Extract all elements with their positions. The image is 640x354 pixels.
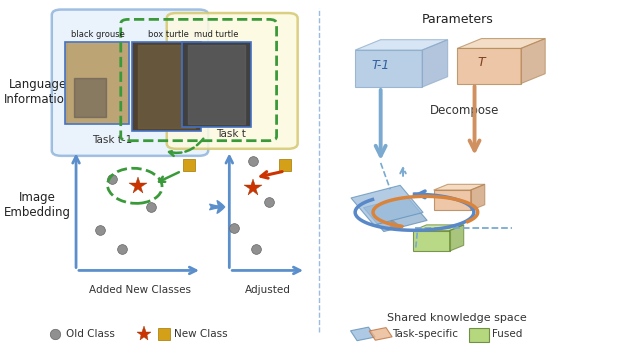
Polygon shape (422, 40, 447, 87)
Text: Image
Embedding: Image Embedding (4, 191, 71, 219)
Text: Fused: Fused (492, 329, 523, 339)
Text: New Class: New Class (174, 329, 228, 339)
Text: Task-specific: Task-specific (392, 329, 458, 339)
Polygon shape (521, 39, 545, 84)
Text: box turtle: box turtle (148, 30, 188, 39)
FancyBboxPatch shape (167, 13, 298, 149)
Text: Old Class: Old Class (66, 329, 115, 339)
Polygon shape (450, 225, 464, 251)
FancyBboxPatch shape (182, 42, 251, 127)
Text: Shared knowledge space: Shared knowledge space (387, 313, 527, 323)
Polygon shape (355, 40, 447, 50)
Polygon shape (364, 196, 427, 232)
Text: Language
Information: Language Information (4, 78, 72, 106)
Text: T-1: T-1 (371, 59, 390, 73)
Text: Decompose: Decompose (430, 104, 499, 117)
Text: black grouse: black grouse (71, 30, 125, 39)
Polygon shape (413, 225, 464, 230)
Polygon shape (434, 190, 470, 211)
Text: Task t: Task t (216, 129, 246, 139)
Polygon shape (369, 327, 392, 340)
Polygon shape (434, 184, 484, 190)
Text: Parameters: Parameters (421, 13, 493, 26)
Polygon shape (351, 327, 375, 341)
Text: Adjusted: Adjusted (244, 285, 291, 295)
Text: Added New Classes: Added New Classes (89, 285, 191, 295)
Text: Task t-1: Task t-1 (92, 135, 132, 144)
Polygon shape (355, 50, 422, 87)
FancyBboxPatch shape (132, 42, 201, 131)
FancyBboxPatch shape (65, 42, 129, 124)
Polygon shape (470, 184, 484, 211)
Polygon shape (413, 230, 450, 251)
Text: T: T (477, 56, 484, 69)
FancyBboxPatch shape (468, 327, 489, 342)
Polygon shape (458, 39, 545, 48)
Polygon shape (351, 185, 423, 225)
FancyBboxPatch shape (52, 10, 208, 156)
Polygon shape (458, 48, 521, 84)
Text: mud turtle: mud turtle (194, 30, 238, 39)
